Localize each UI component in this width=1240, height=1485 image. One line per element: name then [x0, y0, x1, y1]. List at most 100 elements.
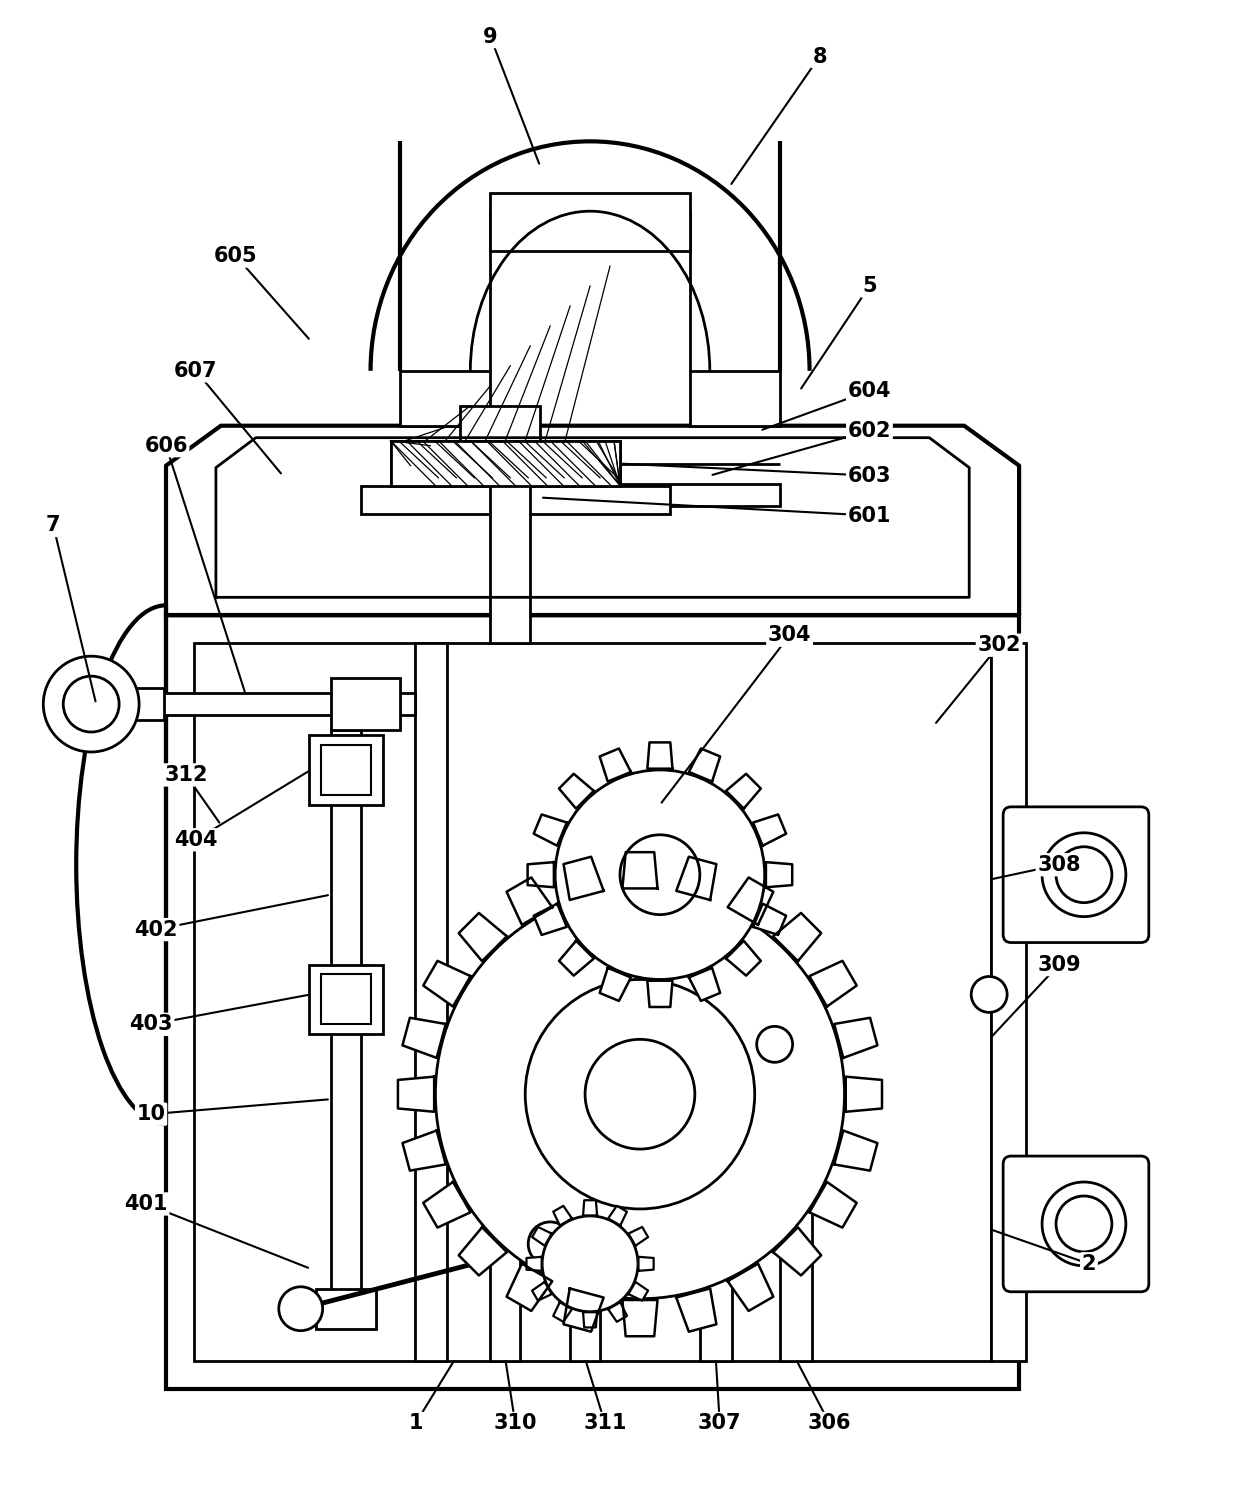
Circle shape — [542, 1216, 637, 1311]
Text: 1: 1 — [408, 1414, 423, 1433]
Polygon shape — [532, 1282, 552, 1301]
Circle shape — [63, 676, 119, 732]
Polygon shape — [600, 968, 631, 1001]
Bar — [166, 615, 1019, 1388]
Bar — [460, 405, 541, 441]
Text: 605: 605 — [215, 247, 258, 266]
Polygon shape — [689, 748, 720, 781]
Bar — [760, 985, 795, 1184]
Polygon shape — [563, 1289, 604, 1332]
Bar — [391, 441, 620, 486]
Bar — [119, 688, 164, 720]
Text: 607: 607 — [174, 361, 218, 380]
Bar — [490, 193, 689, 251]
Bar — [490, 1206, 521, 1360]
Polygon shape — [166, 426, 1019, 615]
Polygon shape — [689, 968, 720, 1001]
Circle shape — [1056, 1195, 1112, 1252]
Polygon shape — [835, 1017, 878, 1057]
Polygon shape — [647, 742, 672, 769]
Bar — [490, 444, 531, 643]
Bar — [361, 486, 670, 514]
Circle shape — [1056, 846, 1112, 903]
Bar — [321, 745, 371, 794]
Polygon shape — [676, 1289, 717, 1332]
Polygon shape — [622, 852, 657, 888]
Polygon shape — [639, 1256, 653, 1271]
FancyBboxPatch shape — [1003, 806, 1148, 943]
Circle shape — [526, 980, 755, 1209]
Polygon shape — [600, 748, 631, 781]
Circle shape — [620, 835, 699, 915]
Text: 404: 404 — [174, 830, 218, 849]
Polygon shape — [398, 1077, 434, 1112]
Bar — [570, 1201, 600, 1360]
Polygon shape — [532, 1227, 552, 1246]
Bar — [401, 371, 490, 426]
Polygon shape — [559, 941, 594, 976]
Bar — [56, 693, 415, 716]
Polygon shape — [608, 1302, 627, 1322]
Bar — [321, 974, 371, 1025]
Polygon shape — [728, 1264, 774, 1311]
Text: 307: 307 — [698, 1414, 742, 1433]
Polygon shape — [553, 1302, 572, 1322]
Polygon shape — [773, 1227, 821, 1276]
Polygon shape — [583, 1313, 598, 1328]
Text: 306: 306 — [807, 1414, 852, 1433]
Circle shape — [1042, 1182, 1126, 1265]
Bar — [316, 1289, 376, 1329]
Bar — [193, 643, 991, 1360]
Bar — [331, 679, 401, 731]
Polygon shape — [647, 980, 672, 1007]
Bar — [780, 1181, 811, 1360]
Text: 604: 604 — [848, 380, 892, 401]
Text: 2: 2 — [1081, 1253, 1096, 1274]
Polygon shape — [846, 1077, 882, 1112]
Text: 310: 310 — [494, 1414, 537, 1433]
Bar — [991, 643, 1025, 1360]
Polygon shape — [810, 961, 857, 1007]
Circle shape — [279, 1287, 322, 1331]
Polygon shape — [810, 1182, 857, 1228]
Polygon shape — [459, 1227, 507, 1276]
Polygon shape — [559, 774, 594, 809]
Polygon shape — [753, 814, 786, 846]
Polygon shape — [766, 863, 792, 887]
Polygon shape — [507, 878, 552, 925]
Polygon shape — [533, 814, 567, 846]
Text: 311: 311 — [583, 1414, 626, 1433]
Bar — [699, 1121, 732, 1360]
Text: 5: 5 — [862, 276, 877, 296]
Polygon shape — [507, 1264, 552, 1311]
Text: 402: 402 — [134, 919, 177, 940]
Circle shape — [43, 656, 139, 751]
Text: 312: 312 — [164, 765, 208, 786]
Polygon shape — [835, 1130, 878, 1170]
Polygon shape — [527, 863, 554, 887]
Text: 401: 401 — [124, 1194, 167, 1213]
Polygon shape — [773, 913, 821, 961]
Bar — [405, 484, 780, 505]
Circle shape — [585, 1040, 694, 1149]
Text: 403: 403 — [129, 1014, 172, 1035]
Polygon shape — [622, 1299, 657, 1336]
Circle shape — [971, 977, 1007, 1013]
Polygon shape — [676, 857, 717, 900]
Bar — [309, 964, 382, 1035]
Polygon shape — [608, 1206, 627, 1225]
Bar — [415, 643, 448, 1360]
Polygon shape — [533, 904, 567, 936]
Text: 309: 309 — [1037, 955, 1081, 974]
Polygon shape — [423, 961, 470, 1007]
Bar — [309, 735, 382, 805]
Polygon shape — [583, 1200, 598, 1215]
Circle shape — [756, 1026, 792, 1062]
Polygon shape — [527, 1256, 542, 1271]
Bar — [331, 731, 361, 1308]
Circle shape — [556, 769, 765, 980]
Circle shape — [528, 1222, 572, 1265]
Text: 606: 606 — [144, 435, 187, 456]
Polygon shape — [753, 904, 786, 936]
Polygon shape — [725, 774, 761, 809]
